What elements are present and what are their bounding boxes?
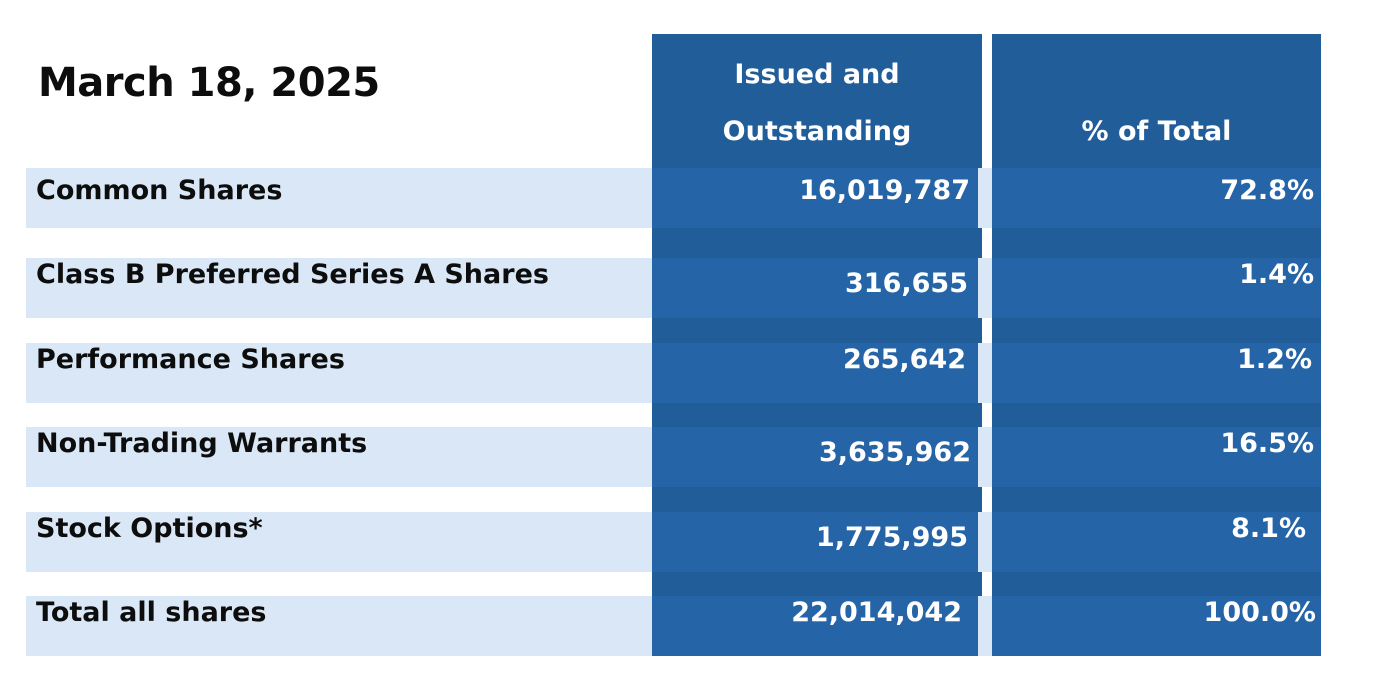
row-issued-value: 22,014,042	[791, 597, 962, 628]
issued-header-line2: Outstanding	[722, 116, 912, 147]
row-percent-value: 1.4%	[1239, 259, 1314, 290]
row-gap	[978, 427, 992, 487]
percent-column-header: % of Total	[1081, 116, 1232, 147]
table-title: March 18, 2025	[38, 60, 380, 106]
row-label: Non-Trading Warrants	[36, 428, 368, 459]
row-issued-value: 316,655	[845, 268, 968, 299]
row-issued-value: 1,775,995	[815, 522, 968, 553]
row-percent-background	[992, 427, 1321, 487]
row-issued-value: 3,635,962	[818, 437, 971, 468]
row-gap	[978, 596, 992, 656]
row-percent-value: 100.0%	[1203, 597, 1316, 628]
row-label-background	[26, 343, 652, 403]
issued-column-header: Issued and Outstanding	[652, 46, 982, 160]
row-percent-value: 8.1%	[1231, 513, 1306, 544]
row-percent-background	[992, 258, 1321, 318]
row-percent-value: 16.5%	[1220, 428, 1314, 459]
row-issued-background	[652, 258, 978, 318]
row-label: Total all shares	[36, 597, 267, 628]
row-label: Common Shares	[36, 175, 283, 206]
row-percent-background	[992, 168, 1321, 228]
row-issued-background	[652, 427, 978, 487]
row-percent-background	[992, 343, 1321, 403]
row-label-background	[26, 258, 652, 318]
row-gap	[978, 512, 992, 572]
row-label-background	[26, 512, 652, 572]
row-label: Performance Shares	[36, 344, 345, 375]
row-label: Stock Options*	[36, 513, 263, 544]
row-issued-background	[652, 168, 978, 228]
row-percent-background	[992, 512, 1321, 572]
row-label-background	[26, 427, 652, 487]
row-percent-value: 1.2%	[1237, 344, 1312, 375]
row-gap	[978, 343, 992, 403]
row-issued-value: 16,019,787	[799, 175, 970, 206]
row-issued-background	[652, 596, 978, 656]
row-gap	[978, 258, 992, 318]
row-percent-value: 72.8%	[1220, 175, 1314, 206]
row-issued-background	[652, 512, 978, 572]
row-label-background	[26, 168, 652, 228]
row-label-background	[26, 596, 652, 656]
row-issued-value: 265,642	[843, 344, 966, 375]
row-gap	[978, 168, 992, 228]
row-percent-background	[992, 596, 1321, 656]
row-issued-background	[652, 343, 978, 403]
row-label: Class B Preferred Series A Shares	[36, 259, 549, 290]
issued-header-line1: Issued and	[734, 59, 900, 90]
